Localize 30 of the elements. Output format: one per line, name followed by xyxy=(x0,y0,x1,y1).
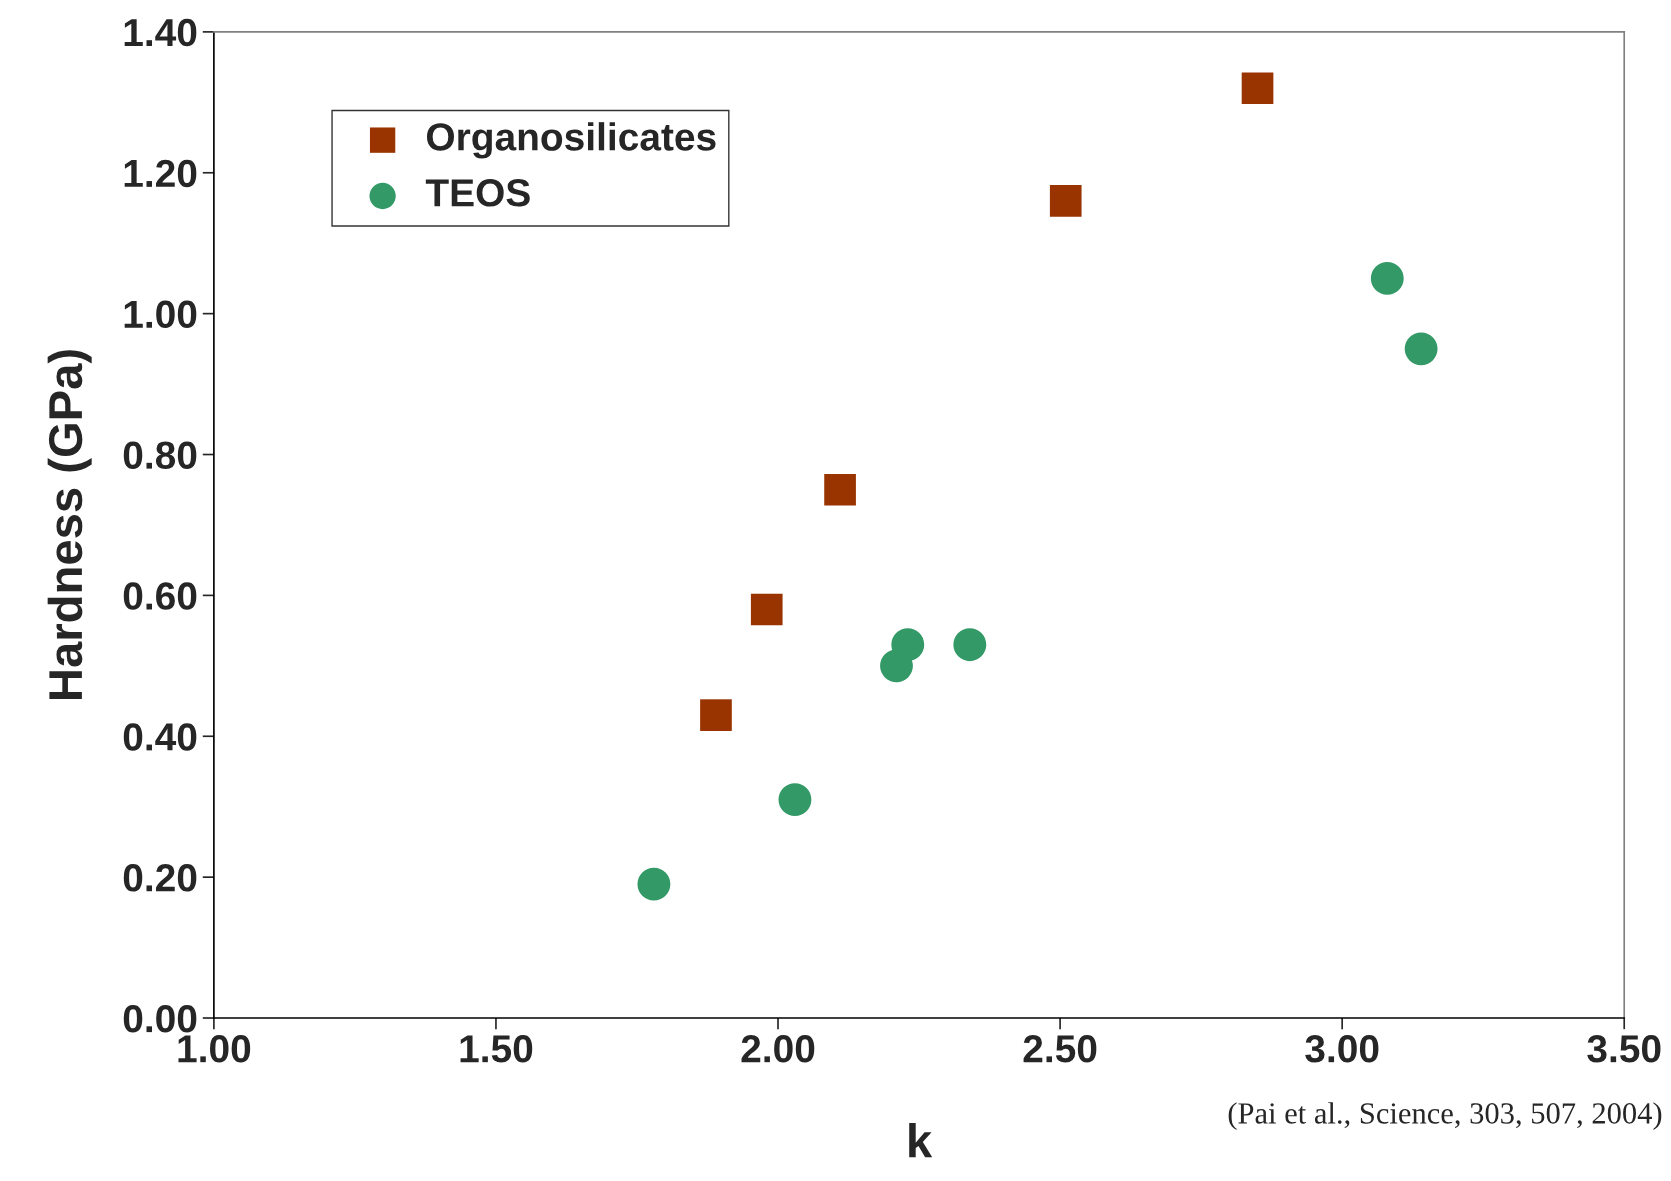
point xyxy=(891,628,925,662)
y-axis-title: Hardness (GPa) xyxy=(47,350,92,699)
x-tick-label: 2.50 xyxy=(1023,1035,1097,1063)
x-tick-label: 1.50 xyxy=(460,1035,533,1063)
x-tick-label: 3.00 xyxy=(1305,1035,1379,1063)
y-tick-label: 1.00 xyxy=(124,300,197,329)
point xyxy=(1370,261,1404,295)
x-tick-label: 3.50 xyxy=(1587,1035,1661,1063)
y-tick-label: 1.40 xyxy=(124,18,197,47)
point xyxy=(1241,72,1274,105)
point xyxy=(1404,332,1438,366)
point xyxy=(778,783,812,817)
point xyxy=(700,699,732,731)
point xyxy=(953,628,987,662)
legend-label: TEOS xyxy=(425,179,530,207)
point xyxy=(824,473,856,506)
y-tick-label: 0.60 xyxy=(123,582,197,610)
y-tick-label: 0.00 xyxy=(123,1004,197,1033)
y-tick-label: 1.20 xyxy=(124,159,197,188)
y-tick-label: 0.40 xyxy=(123,723,197,751)
x-tick-label: 1.00 xyxy=(178,1035,251,1063)
point xyxy=(637,867,671,901)
text: (Pai et al., Science, 303, 507, 2004) xyxy=(1228,1102,1662,1130)
legend-label: Organosilicates xyxy=(426,122,716,159)
y-tick-label: 0.80 xyxy=(123,441,197,469)
point xyxy=(1049,185,1082,217)
y-tick-label: 0.20 xyxy=(123,864,197,892)
point xyxy=(750,593,783,626)
x-axis-title: k xyxy=(909,1123,933,1158)
x-tick-label: 2.00 xyxy=(741,1035,815,1063)
